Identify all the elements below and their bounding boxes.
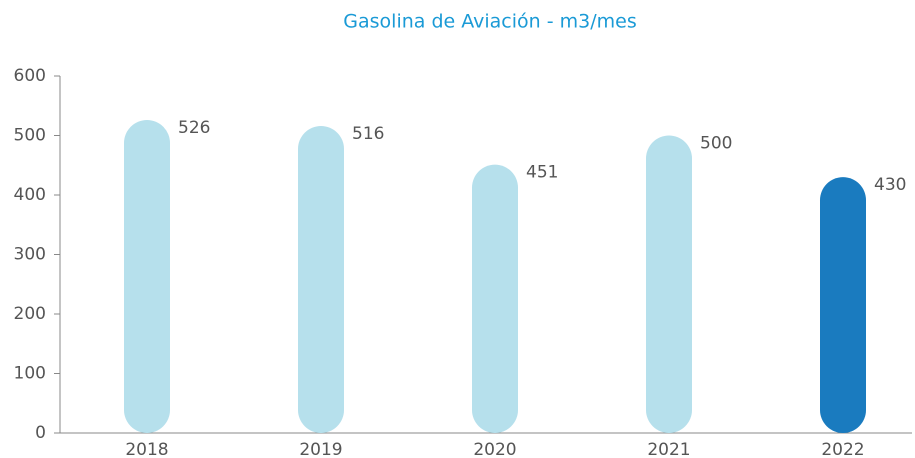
y-tick-label: 0: [35, 423, 46, 443]
bar: [646, 135, 692, 433]
value-label: 451: [526, 163, 558, 183]
value-label: 526: [178, 118, 210, 138]
value-label: 500: [700, 134, 732, 154]
value-label: 516: [352, 124, 384, 144]
y-tick-label: 300: [14, 245, 46, 265]
bar: [298, 125, 344, 433]
bar: [124, 120, 170, 433]
value-label: 430: [874, 175, 906, 195]
x-tick-label: 2021: [647, 440, 690, 458]
y-tick-label: 200: [14, 304, 46, 324]
y-tick-label: 600: [14, 66, 46, 86]
y-tick-label: 500: [14, 126, 46, 146]
bar: [820, 177, 866, 433]
x-tick-label: 2020: [473, 440, 516, 458]
x-tick-label: 2018: [125, 440, 168, 458]
y-tick-label: 100: [14, 364, 46, 384]
y-tick-label: 400: [14, 185, 46, 205]
chart-title: Gasolina de Aviación - m3/mes: [343, 11, 636, 33]
x-tick-label: 2019: [299, 440, 342, 458]
x-tick-label: 2022: [821, 440, 864, 458]
bar: [472, 164, 518, 433]
